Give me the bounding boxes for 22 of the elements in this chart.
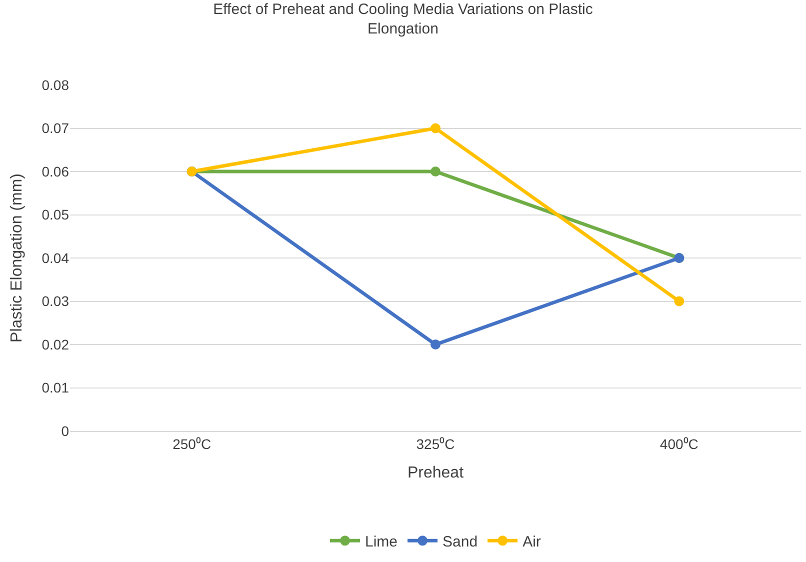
point <box>430 340 440 350</box>
point <box>430 166 440 176</box>
y-axis-title: Plastic Elongation (mm) <box>8 174 26 342</box>
x-tick-label: 325⁰C <box>416 436 455 452</box>
x-tick-label: 400⁰C <box>660 436 698 452</box>
legend-label: Sand <box>442 534 478 551</box>
y-tick-label: 0.01 <box>42 380 70 396</box>
y-tick-label: 0.06 <box>42 163 70 180</box>
y-tick-label: 0.07 <box>42 120 70 136</box>
legend-label: Air <box>522 534 541 551</box>
y-tick-label: 0.05 <box>42 206 70 223</box>
y-tick-label: 0 <box>61 422 70 439</box>
x-axis-title: Preheat <box>407 464 464 482</box>
point <box>430 123 440 134</box>
chart-title: Effect of Preheat and Cooling Media Variations on Plastic Elongation <box>213 1 594 38</box>
legend-label: Lime <box>365 534 398 551</box>
x-tick-label: 250⁰C <box>172 436 212 452</box>
y-tick-label: 0.03 <box>42 293 70 310</box>
y-tick-label: 0.04 <box>42 250 70 266</box>
point <box>674 296 684 306</box>
y-tick-label: 0.02 <box>42 336 70 352</box>
y-tick-label: 0.08 <box>42 76 70 93</box>
